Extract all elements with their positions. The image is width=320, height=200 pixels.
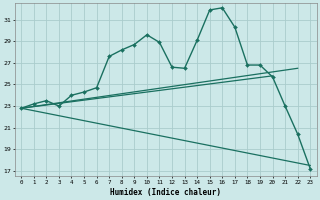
X-axis label: Humidex (Indice chaleur): Humidex (Indice chaleur) <box>110 188 221 197</box>
